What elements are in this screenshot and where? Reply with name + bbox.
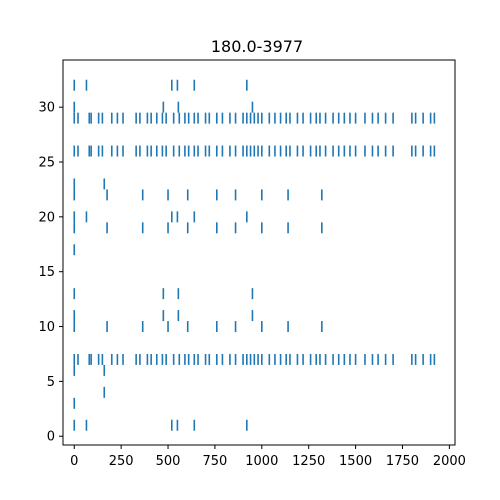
y-tick-label: 15 <box>38 265 55 280</box>
spike-marks <box>73 79 436 431</box>
x-tick-label: 1500 <box>339 454 372 469</box>
x-tick-label: 1000 <box>245 454 278 469</box>
x-tick-label: 1750 <box>386 454 419 469</box>
y-tick-label: 0 <box>47 430 55 445</box>
x-tick-label: 0 <box>70 454 78 469</box>
y-tick-label: 5 <box>47 375 55 390</box>
y-axis: 0 5 10 15 20 25 30 <box>38 101 63 445</box>
plot-frame <box>62 59 456 446</box>
x-tick-label: 250 <box>109 454 134 469</box>
y-tick-label: 30 <box>38 101 55 116</box>
x-tick-label: 2000 <box>433 454 466 469</box>
x-tick-label: 1250 <box>292 454 325 469</box>
x-tick-label: 750 <box>203 454 228 469</box>
chart-title: 180.0-3977 <box>211 37 303 56</box>
y-tick-label: 25 <box>38 156 55 171</box>
x-axis: 0 250 500 750 1000 1250 1500 1750 2000 <box>70 445 466 469</box>
x-tick-label: 500 <box>156 454 181 469</box>
y-tick-label: 10 <box>38 320 55 335</box>
y-tick-label: 20 <box>38 210 55 225</box>
